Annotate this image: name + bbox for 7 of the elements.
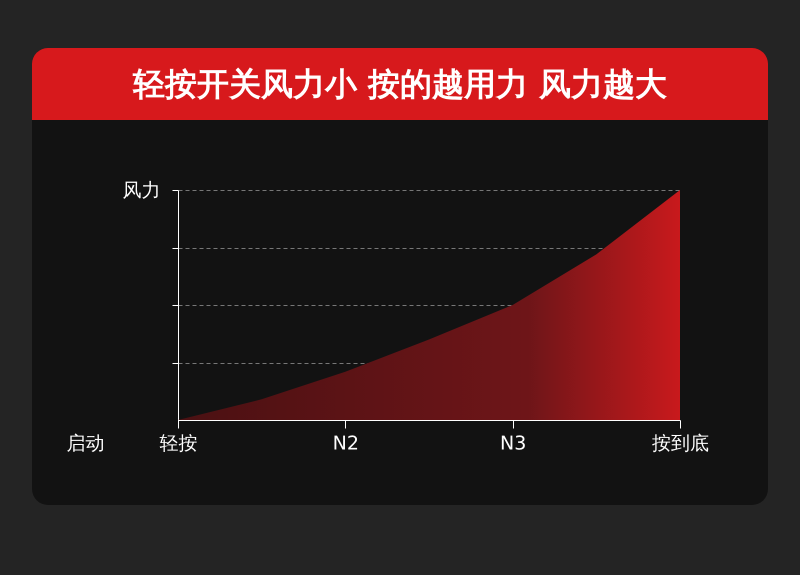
y-axis-title: 风力: [122, 180, 160, 202]
x-tick-label: 轻按: [160, 432, 198, 454]
x-tick-label: N2: [332, 432, 359, 454]
x-tick-label: N3: [500, 432, 526, 454]
x-tick-label: 按到底: [652, 432, 709, 454]
x-axis-title: 启动: [66, 432, 104, 454]
chart-title: 轻按开关风力小 按的越用力 风力越大: [32, 48, 768, 120]
